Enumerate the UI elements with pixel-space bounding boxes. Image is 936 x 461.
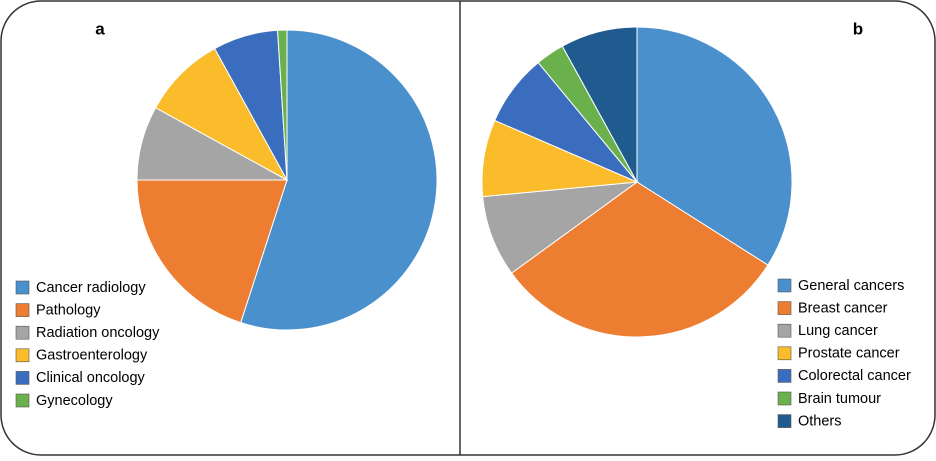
legend-label: Lung cancer [798, 323, 878, 339]
legend-swatch [15, 371, 30, 385]
pie-slice [636, 26, 793, 266]
legend-swatch [15, 325, 30, 340]
legend-label: Breast cancer [798, 300, 888, 316]
legend-swatch [777, 391, 792, 406]
legend-label: Colorectal cancer [798, 368, 911, 384]
panel-label: a [95, 19, 105, 38]
legend-label: General cancers [798, 278, 904, 294]
legend-label: Prostate cancer [798, 346, 900, 362]
legend-swatch [15, 393, 30, 408]
legend-swatch [15, 303, 30, 317]
legend-swatch [777, 301, 792, 315]
legend-swatch [15, 280, 30, 295]
legend-swatch [15, 348, 30, 363]
legend-swatch [777, 414, 792, 428]
legend-swatch [777, 323, 792, 338]
legend-label: Radiation oncology [36, 325, 160, 341]
legend-swatch [777, 278, 792, 293]
pie-slice [561, 26, 638, 183]
legend-label: Gynecology [36, 393, 113, 409]
pie-slice [136, 179, 288, 324]
pie-slice [277, 29, 288, 181]
legend-label: Others [798, 413, 842, 429]
pie-slice [240, 29, 438, 331]
legend-swatch [777, 346, 792, 361]
legend-label: Clinical oncology [36, 370, 146, 386]
legend-swatch [777, 369, 792, 383]
legend-label: Pathology [36, 302, 101, 318]
pie-slice [510, 181, 769, 338]
legend-label: Gastroenterology [36, 348, 148, 364]
panel-label: b [853, 19, 863, 38]
legend-label: Brain tumour [798, 391, 881, 407]
pie-slice [154, 47, 289, 182]
legend-label: Cancer radiology [36, 280, 146, 296]
